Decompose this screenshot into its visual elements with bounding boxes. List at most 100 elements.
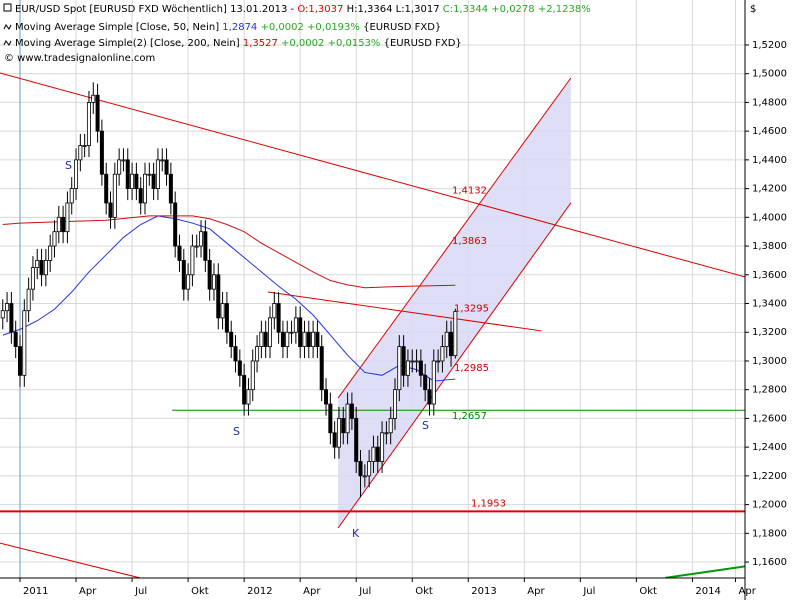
header-text: EUR/USD Spot [EURUSD FXD Wöchentlich] 13… bbox=[15, 4, 295, 15]
candle-body bbox=[48, 245, 53, 261]
trendline bbox=[267, 291, 542, 332]
candle-body bbox=[332, 432, 337, 448]
x-tick-label: Okt bbox=[415, 586, 433, 597]
candle-body bbox=[164, 159, 169, 175]
y-tick-label: 1,2800 bbox=[752, 385, 787, 396]
pattern-labels: S S S K bbox=[65, 159, 429, 540]
pattern-label: S bbox=[422, 419, 429, 432]
x-tick-label: 2013 bbox=[471, 586, 496, 597]
x-tick-label: Jul bbox=[358, 586, 371, 597]
pattern-label: S bbox=[233, 425, 240, 438]
candle-body bbox=[401, 346, 406, 376]
y-tick-label: 1,2400 bbox=[752, 442, 787, 453]
y-tick-label: 1,1600 bbox=[752, 557, 787, 568]
pattern-label: S bbox=[65, 159, 72, 172]
candle-body bbox=[306, 331, 311, 347]
candle-body bbox=[444, 331, 449, 347]
pattern-label: K bbox=[352, 527, 360, 540]
x-tick-label: Jul bbox=[134, 586, 147, 597]
candle-body bbox=[9, 303, 14, 333]
header-line: Moving Average Simple [Close, 50, Nein] … bbox=[15, 22, 441, 33]
candle-body bbox=[13, 331, 18, 347]
legend-change: +0,0002 +0,0153% bbox=[281, 38, 380, 49]
y-tick-label: 1,4600 bbox=[752, 126, 787, 137]
candle-body bbox=[177, 245, 182, 261]
candle-body bbox=[427, 389, 432, 405]
price-label: 1,2657 bbox=[452, 411, 487, 422]
ma-line bbox=[2, 215, 456, 289]
candle-body bbox=[388, 418, 393, 434]
candle-body bbox=[431, 360, 436, 405]
candle-body bbox=[112, 173, 117, 218]
candle-body bbox=[52, 231, 57, 247]
candle-body bbox=[91, 94, 96, 103]
candle-body bbox=[345, 403, 350, 434]
candle-body bbox=[216, 274, 221, 319]
y-tick-label: 1,4000 bbox=[752, 212, 787, 223]
currency: $ bbox=[750, 4, 756, 15]
price-label: 1,3295 bbox=[454, 304, 489, 315]
candle-body bbox=[121, 159, 126, 162]
candle-body bbox=[151, 173, 156, 189]
candle-body bbox=[293, 317, 298, 333]
icon bbox=[3, 24, 12, 30]
candle-body bbox=[354, 418, 359, 462]
candle-body bbox=[341, 418, 346, 434]
y-tick-label: 1,3600 bbox=[752, 270, 787, 281]
y-tick-label: 1,5000 bbox=[752, 69, 787, 80]
candle-body bbox=[410, 360, 415, 363]
header-line: Moving Average Simple(2) [Close, 200, Ne… bbox=[15, 38, 462, 49]
candle-body bbox=[78, 145, 83, 161]
candle-body bbox=[311, 331, 316, 347]
candle-body bbox=[289, 331, 294, 334]
candle-body bbox=[86, 102, 91, 146]
copyright: © www.tradesignalonline.com bbox=[4, 53, 155, 64]
x-tick-label: Okt bbox=[639, 586, 657, 597]
candle-body bbox=[173, 202, 178, 247]
ma-line bbox=[2, 215, 456, 382]
x-tick-label: 2011 bbox=[23, 586, 48, 597]
candle-body bbox=[358, 461, 363, 477]
legend-source: {EURUSD FXD} bbox=[384, 38, 462, 49]
channel-line bbox=[337, 202, 572, 529]
price-label: 1,4132 bbox=[452, 185, 487, 196]
x-tick-label: Apr bbox=[303, 586, 321, 597]
candle-body bbox=[130, 173, 135, 189]
candle-body bbox=[233, 346, 238, 362]
candle-body bbox=[0, 310, 5, 319]
header-close: C:1,3344 +0,0278 +2,1238% bbox=[443, 4, 591, 15]
candle-body bbox=[414, 360, 419, 363]
candle-body bbox=[349, 403, 354, 419]
candle-body bbox=[392, 389, 397, 419]
price-label: 1,1953 bbox=[471, 498, 506, 509]
y-tick-label: 1,2600 bbox=[752, 413, 787, 424]
y-tick-label: 1,3400 bbox=[752, 299, 787, 310]
y-tick-label: 1,5200 bbox=[752, 40, 787, 51]
candle-body bbox=[117, 159, 122, 175]
y-tick-label: 1,2000 bbox=[752, 500, 787, 511]
candle-body bbox=[423, 374, 428, 391]
candle-body bbox=[319, 346, 324, 391]
x-tick-label: 2012 bbox=[247, 586, 272, 597]
y-tick-label: 1,1800 bbox=[752, 528, 787, 539]
candle-body bbox=[17, 346, 22, 376]
candle-body bbox=[147, 173, 152, 176]
x-tick-label: Apr bbox=[79, 586, 97, 597]
x-tick-label: 2014 bbox=[695, 586, 720, 597]
candle-body bbox=[380, 432, 385, 462]
candle-body bbox=[168, 173, 173, 204]
candle-body bbox=[259, 331, 264, 347]
header: EUR/USD Spot [EURUSD FXD Wöchentlich] 13… bbox=[3, 3, 591, 64]
candle-body bbox=[65, 202, 70, 233]
trendline bbox=[0, 72, 745, 278]
candle-body bbox=[229, 331, 234, 347]
x-tick-label: Okt bbox=[191, 586, 209, 597]
legend-value: 1,3527 bbox=[243, 38, 278, 49]
candle-body bbox=[302, 331, 307, 347]
candle-body bbox=[207, 260, 212, 290]
candle-body bbox=[43, 260, 48, 276]
candle-body bbox=[108, 202, 113, 218]
candle-body bbox=[125, 159, 130, 189]
